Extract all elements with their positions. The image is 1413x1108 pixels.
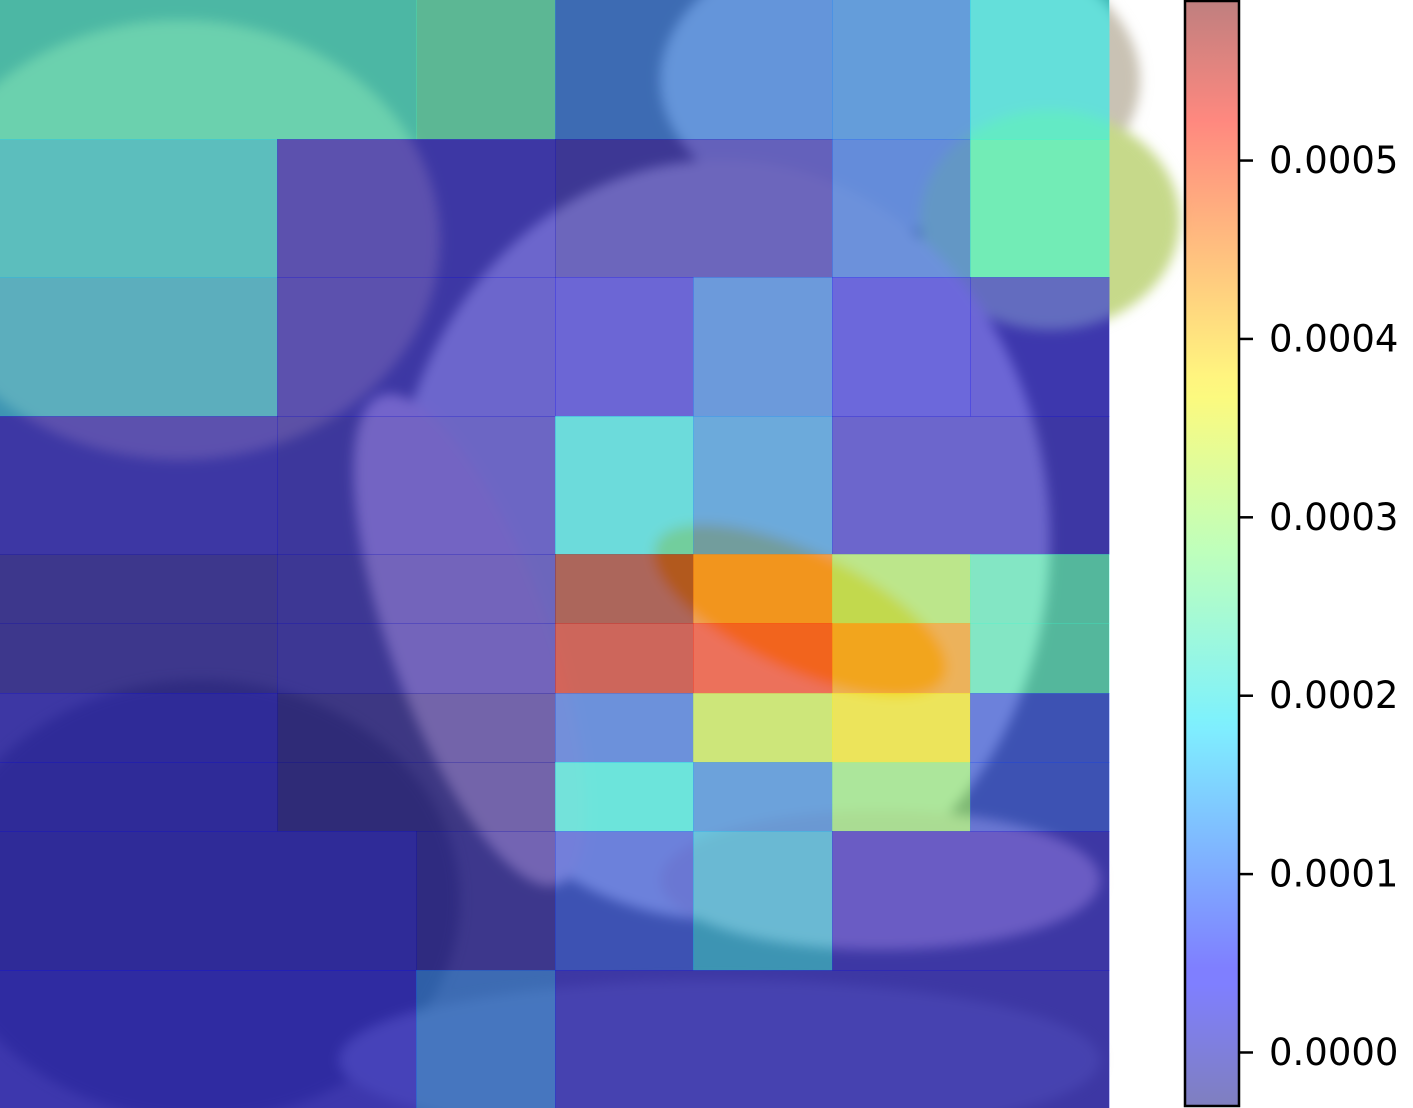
heatmap-cell [555,554,694,624]
colorbar-tick-label: 0.0002 [1269,674,1398,717]
heatmap-cell [693,416,833,555]
heatmap-cell [0,970,417,1108]
heatmap-cell [970,0,1110,140]
heatmap-cell [277,554,556,624]
heatmap-cell [555,970,1110,1108]
heatmap-cell [693,831,833,971]
colorbar-tick-label: 0.0004 [1269,317,1398,360]
heatmap-cell [0,554,278,624]
heatmap-cell [832,693,971,763]
heatmap-cell [0,416,278,555]
heatmap-cell [832,554,971,624]
heatmap-cell [277,277,556,417]
heatmap-cell [0,831,417,971]
heatmap-cell [832,762,971,832]
heatmap-cell [832,139,971,278]
heatmap-cell [832,831,1110,971]
heatmap-cell [970,693,1110,763]
heatmap-cell [555,831,694,971]
heatmap-cell [693,554,833,624]
heatmap-cell [555,0,833,140]
heatmap-cell [970,139,1110,278]
colorbar-gradient [1185,0,1239,1106]
colorbar-tick-label: 0.0003 [1269,496,1398,539]
heatmap-cell [555,139,833,278]
heatmap-cell [0,623,278,694]
heatmap-cell [555,762,694,832]
heatmap-cell [555,693,694,763]
heatmap-cell [693,277,833,417]
heatmap-cell [693,623,833,694]
heatmap-cell [416,970,556,1108]
heatmap-cell [555,277,694,417]
heatmap-cell [277,693,556,763]
colorbar-tick-label: 0.0001 [1269,853,1398,896]
heatmap-cell [0,277,278,417]
heatmap-cell [555,416,694,555]
heatmap-cell [0,762,278,832]
heatmap-cell [0,693,278,763]
heatmap-cell [277,139,556,278]
colorbar-frame [1183,0,1241,1108]
colorbar: 0.0000 0.0001 0.0002 0.0003 0.0004 0.0005 [1183,0,1398,1108]
heatmap-cell [832,0,971,140]
colorbar-ticks: 0.0000 0.0001 0.0002 0.0003 0.0004 0.0005 [1239,139,1398,1074]
heatmap-cell [277,416,556,555]
heatmap-cell [693,693,833,763]
heatmap-cells [0,0,1110,1108]
heatmap-cell [416,831,556,971]
heatmap-cell [970,762,1110,832]
heatmap-cell [832,277,971,417]
heatmap-cell [832,416,1110,555]
heatmap-cell [970,554,1110,624]
heatmap-cell [555,623,694,694]
heatmap-cell [277,762,556,832]
heatmap-cell [416,0,556,140]
heatmap-cell [832,623,971,694]
colorbar-tick-label: 0.0005 [1269,139,1398,182]
heatmap-cell [970,277,1110,417]
heatmap-cell [970,623,1110,694]
heatmap-cell [693,762,833,832]
heatmap-cell [0,139,278,278]
heatmap-cell [277,623,556,694]
heatmap-cell [0,0,417,140]
colorbar-tick-label: 0.0000 [1269,1031,1398,1074]
